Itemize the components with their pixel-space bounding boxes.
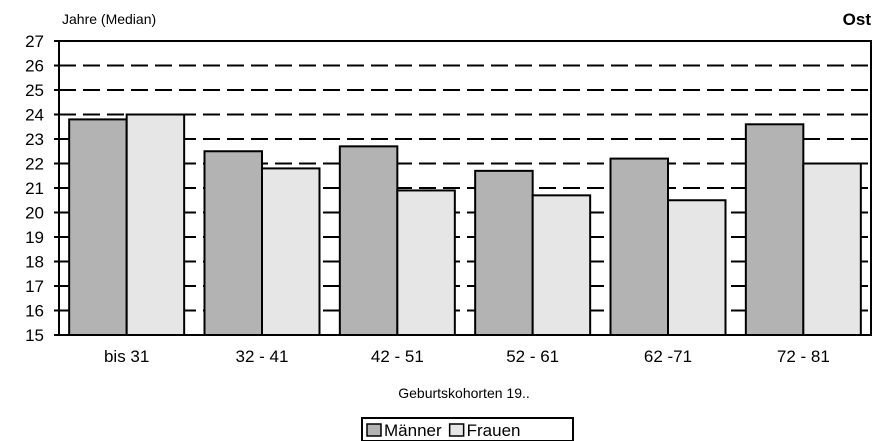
legend-swatch [366, 423, 382, 437]
bars-group [68, 113, 862, 337]
x-tick-label: 32 - 41 [236, 347, 289, 366]
y-tick-label: 16 [25, 302, 44, 321]
region-title: Ost [843, 10, 872, 29]
x-axis-tick-labels: bis 31 32 - 41 42 - 51 52 - 61 62 -71 72 - 81 [104, 347, 830, 366]
y-tick-label: 24 [25, 106, 44, 125]
y-tick-label: 18 [25, 253, 44, 272]
x-axis-label: Geburtskohorten 19.. [398, 385, 530, 401]
legend-swatch [448, 423, 465, 437]
y-tick-label: 25 [25, 81, 44, 100]
bar-m-nner [338, 145, 399, 336]
y-tick-label: 20 [25, 204, 44, 223]
y-axis-ticks: 15 16 17 18 19 20 21 22 23 24 25 26 27 [25, 32, 59, 345]
x-tick-label: 62 -71 [644, 347, 692, 366]
bar-frauen [802, 162, 862, 336]
y-tick-label: 19 [25, 228, 44, 247]
legend-box [361, 417, 574, 441]
x-tick-label: 42 - 51 [371, 347, 424, 366]
bar-m-nner [203, 150, 263, 336]
gridlines [59, 64, 871, 312]
x-tick-label: bis 31 [104, 347, 149, 366]
bar-m-nner [474, 169, 534, 336]
bar-m-nner [609, 157, 669, 336]
y-tick-label: 17 [25, 277, 44, 296]
y-tick-label: 21 [25, 179, 44, 198]
bar-frauen [125, 113, 186, 336]
bar-frauen [396, 189, 456, 336]
y-tick-label: 23 [25, 130, 44, 149]
y-tick-label: 27 [25, 32, 44, 51]
bar-frauen [261, 167, 321, 336]
y-tick-label: 22 [25, 155, 44, 174]
bar-m-nner [744, 123, 805, 336]
x-tick-label: 52 - 61 [506, 347, 559, 366]
bar-m-nner [68, 118, 128, 337]
y-tick-label: 15 [25, 326, 44, 345]
bar-frauen [531, 194, 592, 336]
bar-frauen [667, 199, 727, 336]
y-axis-label: Jahre (Median) [62, 11, 156, 27]
legend: Männer Frauen [361, 417, 574, 441]
legend-label: Frauen [467, 421, 521, 440]
y-tick-label: 26 [25, 57, 44, 76]
x-tick-label: 72 - 81 [777, 347, 830, 366]
legend-label: Männer [384, 421, 442, 440]
